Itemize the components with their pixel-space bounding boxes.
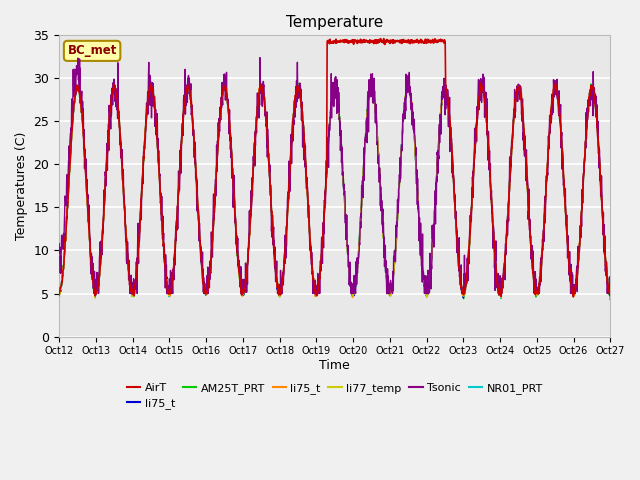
Text: BC_met: BC_met	[67, 44, 116, 58]
Y-axis label: Temperatures (C): Temperatures (C)	[15, 132, 28, 240]
X-axis label: Time: Time	[319, 359, 350, 372]
Legend: AirT, li75_t, AM25T_PRT, li75_t, li77_temp, Tsonic, NR01_PRT: AirT, li75_t, AM25T_PRT, li75_t, li77_te…	[122, 378, 547, 414]
Title: Temperature: Temperature	[286, 15, 383, 30]
